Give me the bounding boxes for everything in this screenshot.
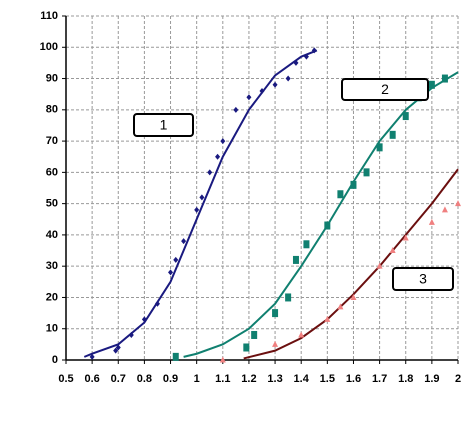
x-tick-label: 1.7 [372, 373, 387, 385]
point [389, 247, 396, 254]
point [172, 352, 179, 361]
point [350, 293, 357, 300]
x-tick-label: 1.6 [346, 373, 361, 385]
point [292, 255, 299, 264]
point [89, 353, 95, 360]
point [219, 356, 226, 363]
curve [183, 71, 459, 358]
y-tick-label: 90 [46, 72, 58, 84]
point [207, 169, 213, 176]
annotation-label: 2 [381, 81, 389, 97]
y-tick-label: 30 [46, 260, 58, 272]
annotation: 1 [133, 113, 194, 137]
point [376, 143, 383, 152]
annotation-box [392, 267, 454, 291]
annotation-label: 1 [160, 117, 168, 133]
y-tick-label: 110 [40, 10, 58, 22]
point [376, 262, 383, 269]
x-tick-label: 0.6 [84, 373, 99, 385]
point [337, 190, 344, 199]
point [246, 94, 252, 101]
x-tick-label: 0.5 [58, 373, 73, 385]
x-tick-label: 1.5 [320, 373, 335, 385]
x-tick-label: 1.9 [424, 373, 439, 385]
point [233, 106, 239, 113]
y-tick-label: 0 [52, 354, 58, 366]
point [181, 238, 187, 245]
point [113, 347, 119, 354]
point [272, 81, 278, 88]
y-tick-label: 20 [46, 291, 58, 303]
point [285, 75, 291, 82]
x-tick-label: 1.2 [241, 373, 256, 385]
x-tick-label: 1 [194, 373, 200, 385]
point [350, 180, 357, 189]
y-tick-label: 70 [46, 135, 58, 147]
point [243, 343, 250, 352]
annotation-label: 3 [419, 271, 427, 287]
point [141, 316, 147, 323]
curve [243, 168, 459, 360]
point [298, 331, 305, 338]
point [324, 221, 331, 230]
point [455, 200, 461, 207]
point [324, 315, 331, 322]
curve [83, 49, 318, 358]
point [428, 218, 435, 225]
x-tick-label: 2 [455, 373, 461, 385]
point [128, 331, 134, 338]
y-tick-label: 80 [46, 104, 58, 116]
y-tick-label: 40 [46, 229, 58, 241]
point [311, 47, 317, 54]
point [220, 138, 226, 145]
point [251, 330, 258, 339]
x-tick-label: 1.3 [267, 373, 282, 385]
point [173, 256, 179, 263]
point [337, 303, 344, 310]
point [428, 80, 435, 89]
x-tick-label: 1.4 [294, 373, 310, 385]
point [285, 293, 292, 302]
x-tick-label: 1.1 [215, 373, 230, 385]
y-tick-label: 100 [40, 41, 58, 53]
point [272, 309, 279, 318]
annotation: 2 [341, 78, 429, 101]
point [402, 234, 409, 241]
x-tick-label: 0.7 [111, 373, 126, 385]
point [168, 269, 174, 276]
y-tick-label: 10 [46, 323, 58, 335]
annotation-box [341, 78, 429, 101]
x-tick-label: 1.8 [398, 373, 413, 385]
point [115, 344, 121, 351]
point [215, 153, 221, 160]
point [441, 206, 448, 213]
annotation-box [133, 113, 194, 137]
point [199, 194, 205, 201]
x-tick-label: 0.9 [163, 373, 178, 385]
point [303, 53, 309, 60]
point [259, 88, 265, 95]
point [154, 300, 160, 307]
point [389, 130, 396, 139]
annotation: 3 [392, 267, 454, 291]
point [272, 340, 279, 347]
y-tick-label: 60 [46, 166, 58, 178]
point [303, 240, 310, 249]
point [363, 168, 370, 177]
point [402, 112, 409, 121]
y-tick-label: 50 [46, 198, 58, 210]
point [194, 206, 200, 213]
point [441, 74, 448, 83]
point [293, 59, 299, 66]
x-tick-label: 0.8 [137, 373, 152, 385]
